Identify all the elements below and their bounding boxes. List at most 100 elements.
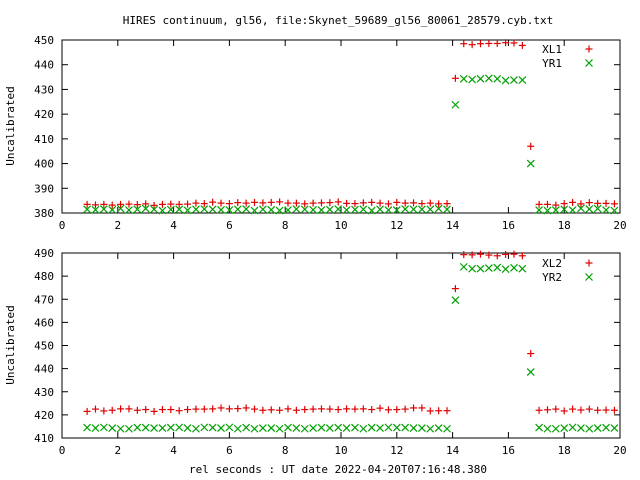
top-y-tick-label-420: 420 <box>34 108 54 121</box>
top-yr1-point <box>518 76 527 84</box>
top-xl1-point <box>460 40 468 48</box>
bottom-yr2-point <box>535 423 544 432</box>
bottom-xl2-point <box>451 285 459 293</box>
top-xl1-point <box>276 198 284 206</box>
bottom-yr2-point <box>91 424 100 432</box>
top-yr1-point <box>476 74 485 83</box>
top-yr1-point <box>325 205 334 214</box>
top-tick-labels: 0 2 4 6 8 10 12 14 16 18 20 380 390 400 410 420 430 440 45… <box>34 34 627 232</box>
top-yr1-point <box>191 205 200 214</box>
top-xl1-point <box>468 41 476 49</box>
top-xl1-point <box>83 200 91 208</box>
top-yr1-point <box>217 205 225 214</box>
bottom-y-tick-label-420: 420 <box>34 409 54 422</box>
top-yr1-point <box>225 206 234 214</box>
top-xl1-point <box>184 200 192 208</box>
bottom-yr2-point <box>108 424 117 432</box>
top-yr1-point <box>175 205 184 214</box>
top-xl1-point <box>125 200 133 208</box>
bottom-y-tick-label-440: 440 <box>34 363 54 376</box>
bottom-yr2-point <box>158 424 167 432</box>
bottom-xl2-point <box>142 406 150 414</box>
bottom-xl2-point <box>192 405 200 413</box>
top-xl1-point <box>351 200 359 208</box>
top-xl1-point <box>602 199 610 207</box>
bottom-xl2-point <box>334 406 342 414</box>
bottom-yr2-point <box>551 424 560 433</box>
top-y-tick-label-430: 430 <box>34 83 54 96</box>
top-xl1-point <box>485 39 493 47</box>
top-xl1-point <box>217 199 225 207</box>
top-xl1-point <box>518 41 526 49</box>
top-xl1-point <box>108 201 116 209</box>
bottom-xl2-point <box>552 405 560 413</box>
bottom-legend-marker-yr2 <box>585 273 593 281</box>
top-y-tick-label-390: 390 <box>34 182 54 195</box>
top-yr1-point <box>83 205 92 214</box>
bottom-yr2-point <box>468 264 477 273</box>
bottom-xl2-point <box>502 250 510 258</box>
top-yr1-point <box>133 205 142 214</box>
bottom-xl2-point <box>493 252 501 260</box>
top-yr1-point <box>526 159 535 168</box>
bottom-legend-marker-xl2 <box>585 259 593 267</box>
bottom-x-tick-label-12: 12 <box>390 444 403 457</box>
bottom-legend-label-yr2: YR2 <box>542 271 562 284</box>
bottom-xl2-point <box>259 406 267 414</box>
top-xl1-point <box>117 200 125 208</box>
top-x-tick-label-8: 8 <box>282 219 289 232</box>
top-xl1-point <box>343 199 351 207</box>
top-x-tick-label-14: 14 <box>446 219 460 232</box>
top-yr1-point <box>267 205 276 214</box>
bottom-xl2-point <box>184 406 192 414</box>
top-legend-label-xl1: XL1 <box>542 43 562 56</box>
bottom-yr2-point <box>610 424 619 432</box>
bottom-x-tick-label-18: 18 <box>558 444 571 457</box>
bottom-xl2-point <box>217 404 225 412</box>
bottom-yr2-point <box>501 265 510 274</box>
bottom-yr2-point <box>409 424 418 432</box>
top-xl1-point <box>309 199 317 207</box>
top-xl1-point <box>552 201 560 209</box>
bottom-xl2-point <box>292 406 300 414</box>
top-legend-marks <box>585 45 593 67</box>
bottom-yr2-point <box>233 424 242 433</box>
bottom-xl2-point <box>376 404 384 412</box>
bottom-xl2-point <box>535 406 543 414</box>
bottom-yr2-point <box>200 423 209 432</box>
bottom-yr2-point <box>317 423 326 432</box>
bottom-xl2-point <box>351 405 359 413</box>
bottom-yr2-point <box>309 424 318 432</box>
bottom-yr2-point <box>526 368 535 377</box>
bottom-xl2-point <box>100 407 108 415</box>
bottom-xl2-point <box>368 406 376 414</box>
bottom-xl2-point <box>251 405 259 413</box>
bottom-xl2-point <box>577 406 585 414</box>
bottom-xl2-point <box>225 405 233 413</box>
bottom-xl2-point <box>477 250 484 258</box>
top-xl1-point <box>100 200 108 208</box>
top-xl1-point <box>317 199 325 207</box>
top-xl1-point <box>234 199 242 207</box>
top-xl1-point <box>384 200 392 208</box>
bottom-xl2-point <box>108 406 116 414</box>
top-y-tick-label-410: 410 <box>34 133 54 146</box>
top-xl1-point <box>267 198 275 206</box>
bottom-x-tick-label-0: 0 <box>59 444 66 457</box>
top-xl1-point <box>577 200 585 208</box>
top-yr1-point <box>258 205 267 214</box>
top-yr1-point <box>451 100 460 109</box>
bottom-legend-label-xl2: XL2 <box>542 257 562 270</box>
bottom-y-tick-label-430: 430 <box>34 386 54 399</box>
top-xl1-point <box>251 198 259 206</box>
bottom-xl2-point <box>426 407 434 415</box>
top-yr1-point <box>334 205 343 213</box>
bottom-xl2-point <box>543 406 551 414</box>
bottom-x-tick-label-4: 4 <box>170 444 177 457</box>
top-y-tick-label-380: 380 <box>34 207 54 220</box>
bottom-xl2-point <box>393 406 401 414</box>
top-xl1-point <box>326 199 334 207</box>
bottom-y-tick-label-450: 450 <box>34 340 54 353</box>
top-x-tick-label-12: 12 <box>390 219 403 232</box>
